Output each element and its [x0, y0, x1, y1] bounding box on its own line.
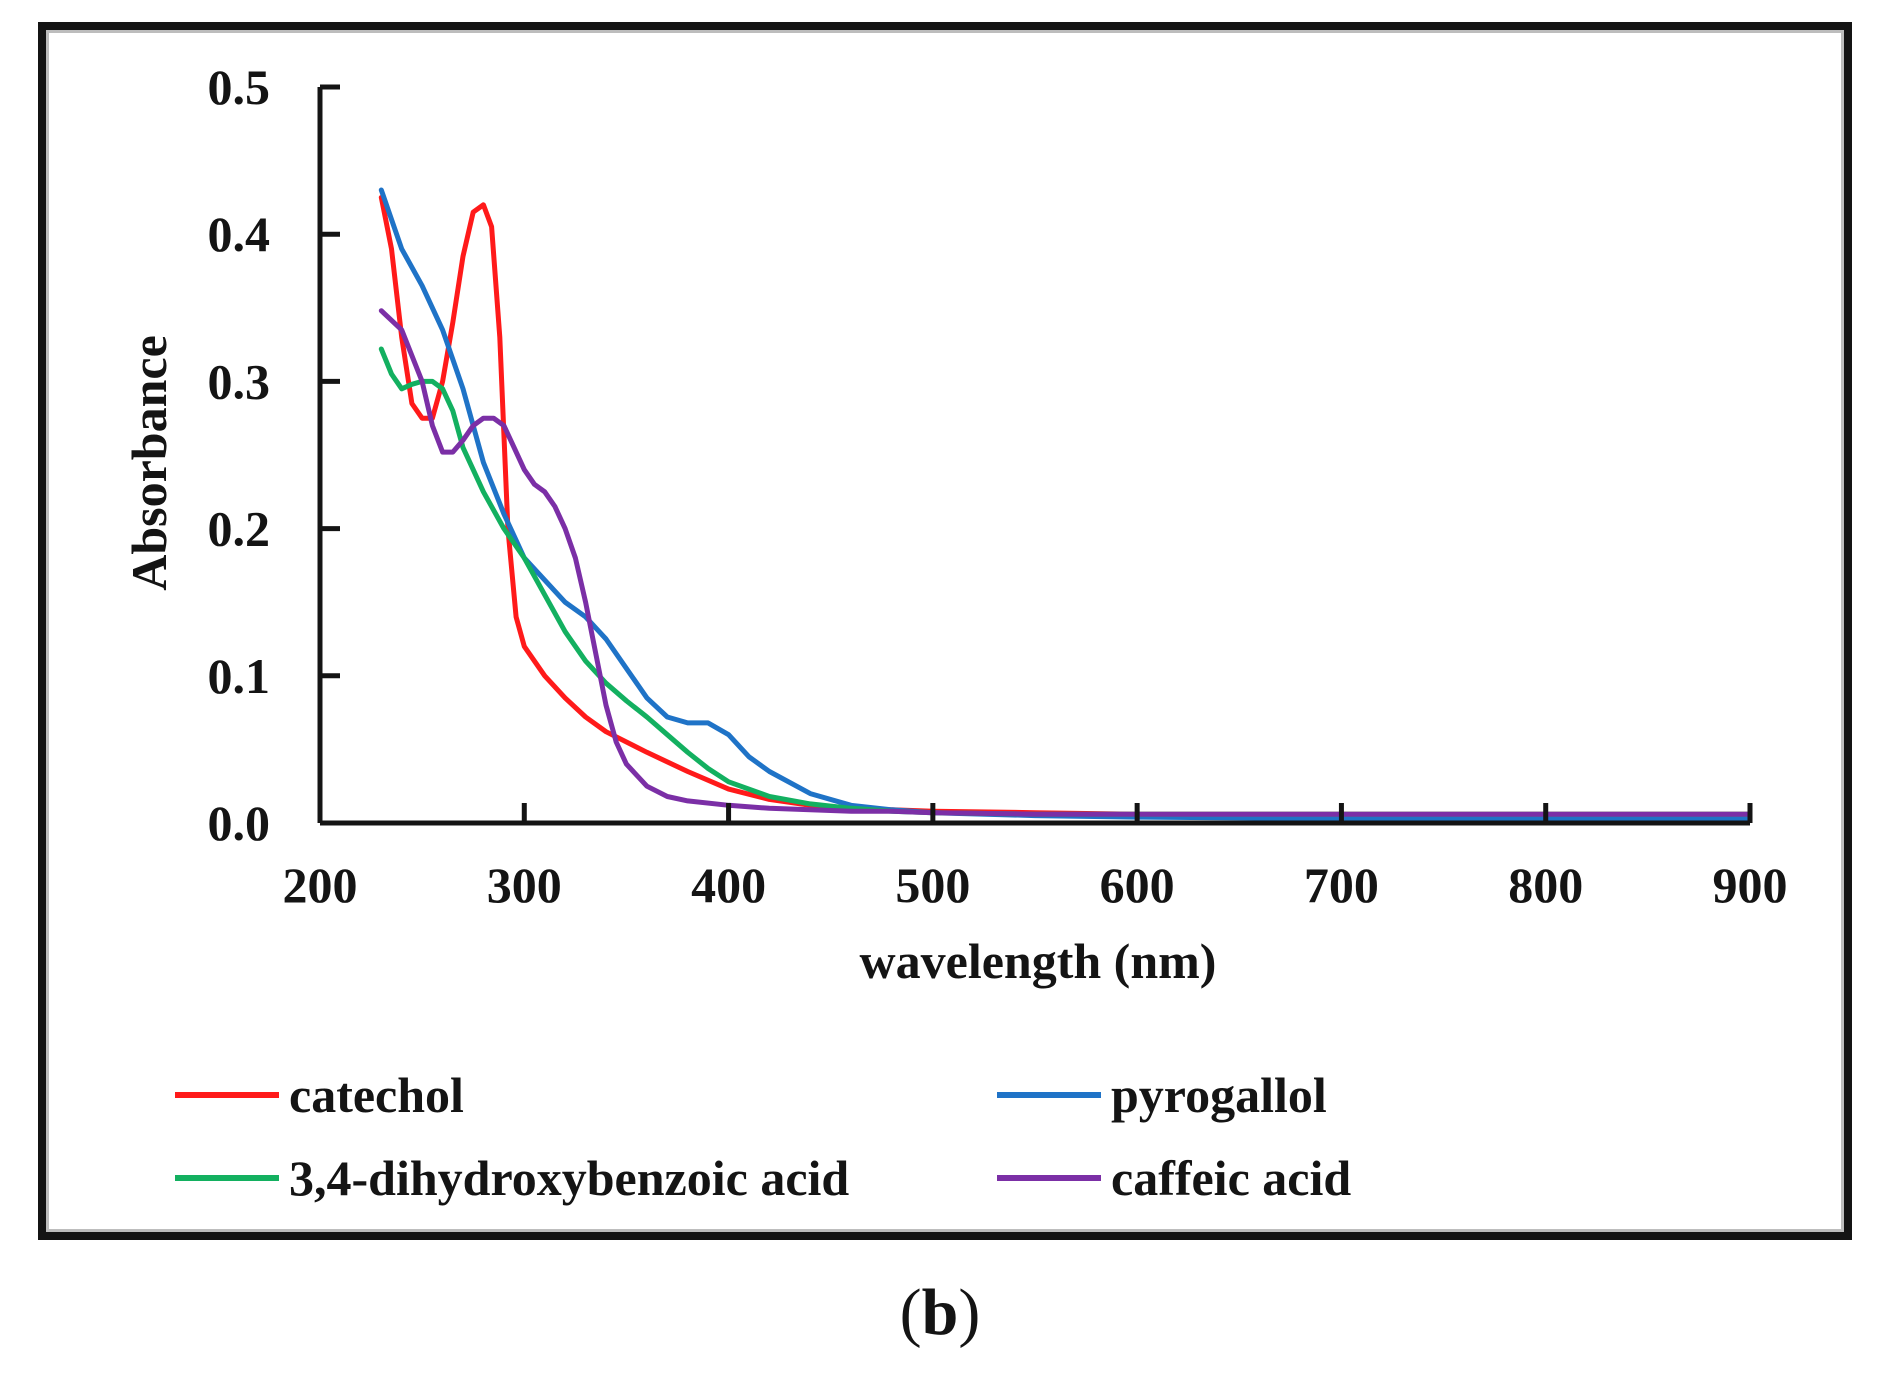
y-tick-label: 0.0 [208, 795, 271, 851]
panel-open-paren: ( [899, 1276, 922, 1349]
x-tick-label: 600 [1100, 857, 1175, 913]
y-tick-label: 0.1 [208, 648, 271, 704]
legend-swatch [175, 1092, 279, 1098]
y-tick-label: 0.4 [208, 206, 271, 262]
x-tick-label: 200 [283, 857, 358, 913]
legend: catechol pyrogallol 3,4-dihydroxybenzoic a… [175, 1055, 1495, 1235]
legend-label: pyrogallol [1111, 1067, 1327, 1123]
y-tick-label: 0.5 [208, 59, 271, 115]
axes-layer [317, 84, 1753, 826]
legend-label: caffeic acid [1111, 1150, 1352, 1206]
series-layer [378, 187, 1753, 822]
panel-letter: b [921, 1276, 959, 1349]
series-line-1 [378, 187, 1753, 822]
panel-close-paren: ) [958, 1276, 981, 1349]
legend-item-3: caffeic acid [997, 1138, 1351, 1218]
legend-item-1: pyrogallol [997, 1055, 1327, 1135]
tick-labels: 0.0 0.1 0.2 0.3 0.4 0.5 200 300 400 500 600 700 800 9… [208, 59, 1788, 913]
x-tick-label: 900 [1713, 857, 1788, 913]
y-axis-title: Absorbance [121, 335, 177, 591]
y-tick-label: 0.2 [208, 501, 271, 557]
legend-swatch [997, 1092, 1101, 1098]
chart-frame [38, 22, 1852, 1240]
legend-item-2: 3,4-dihydroxybenzoic acid [175, 1138, 849, 1218]
legend-label: catechol [289, 1067, 464, 1123]
legend-swatch [997, 1175, 1101, 1181]
y-tick-label: 0.3 [208, 353, 271, 409]
series-line-0 [378, 194, 1753, 817]
x-tick-label: 300 [487, 857, 562, 913]
legend-label: 3,4-dihydroxybenzoic acid [289, 1150, 850, 1206]
legend-item-0: catechol [175, 1055, 464, 1135]
panel-label: (b) [0, 1275, 1880, 1351]
x-tick-label: 800 [1508, 857, 1583, 913]
x-tick-label: 700 [1304, 857, 1379, 913]
x-tick-label: 400 [691, 857, 766, 913]
series-line-2 [378, 346, 1753, 817]
x-tick-label: 500 [895, 857, 970, 913]
x-axis-title: wavelength (nm) [860, 933, 1217, 989]
series-line-3 [378, 308, 1753, 817]
legend-swatch [175, 1175, 279, 1181]
